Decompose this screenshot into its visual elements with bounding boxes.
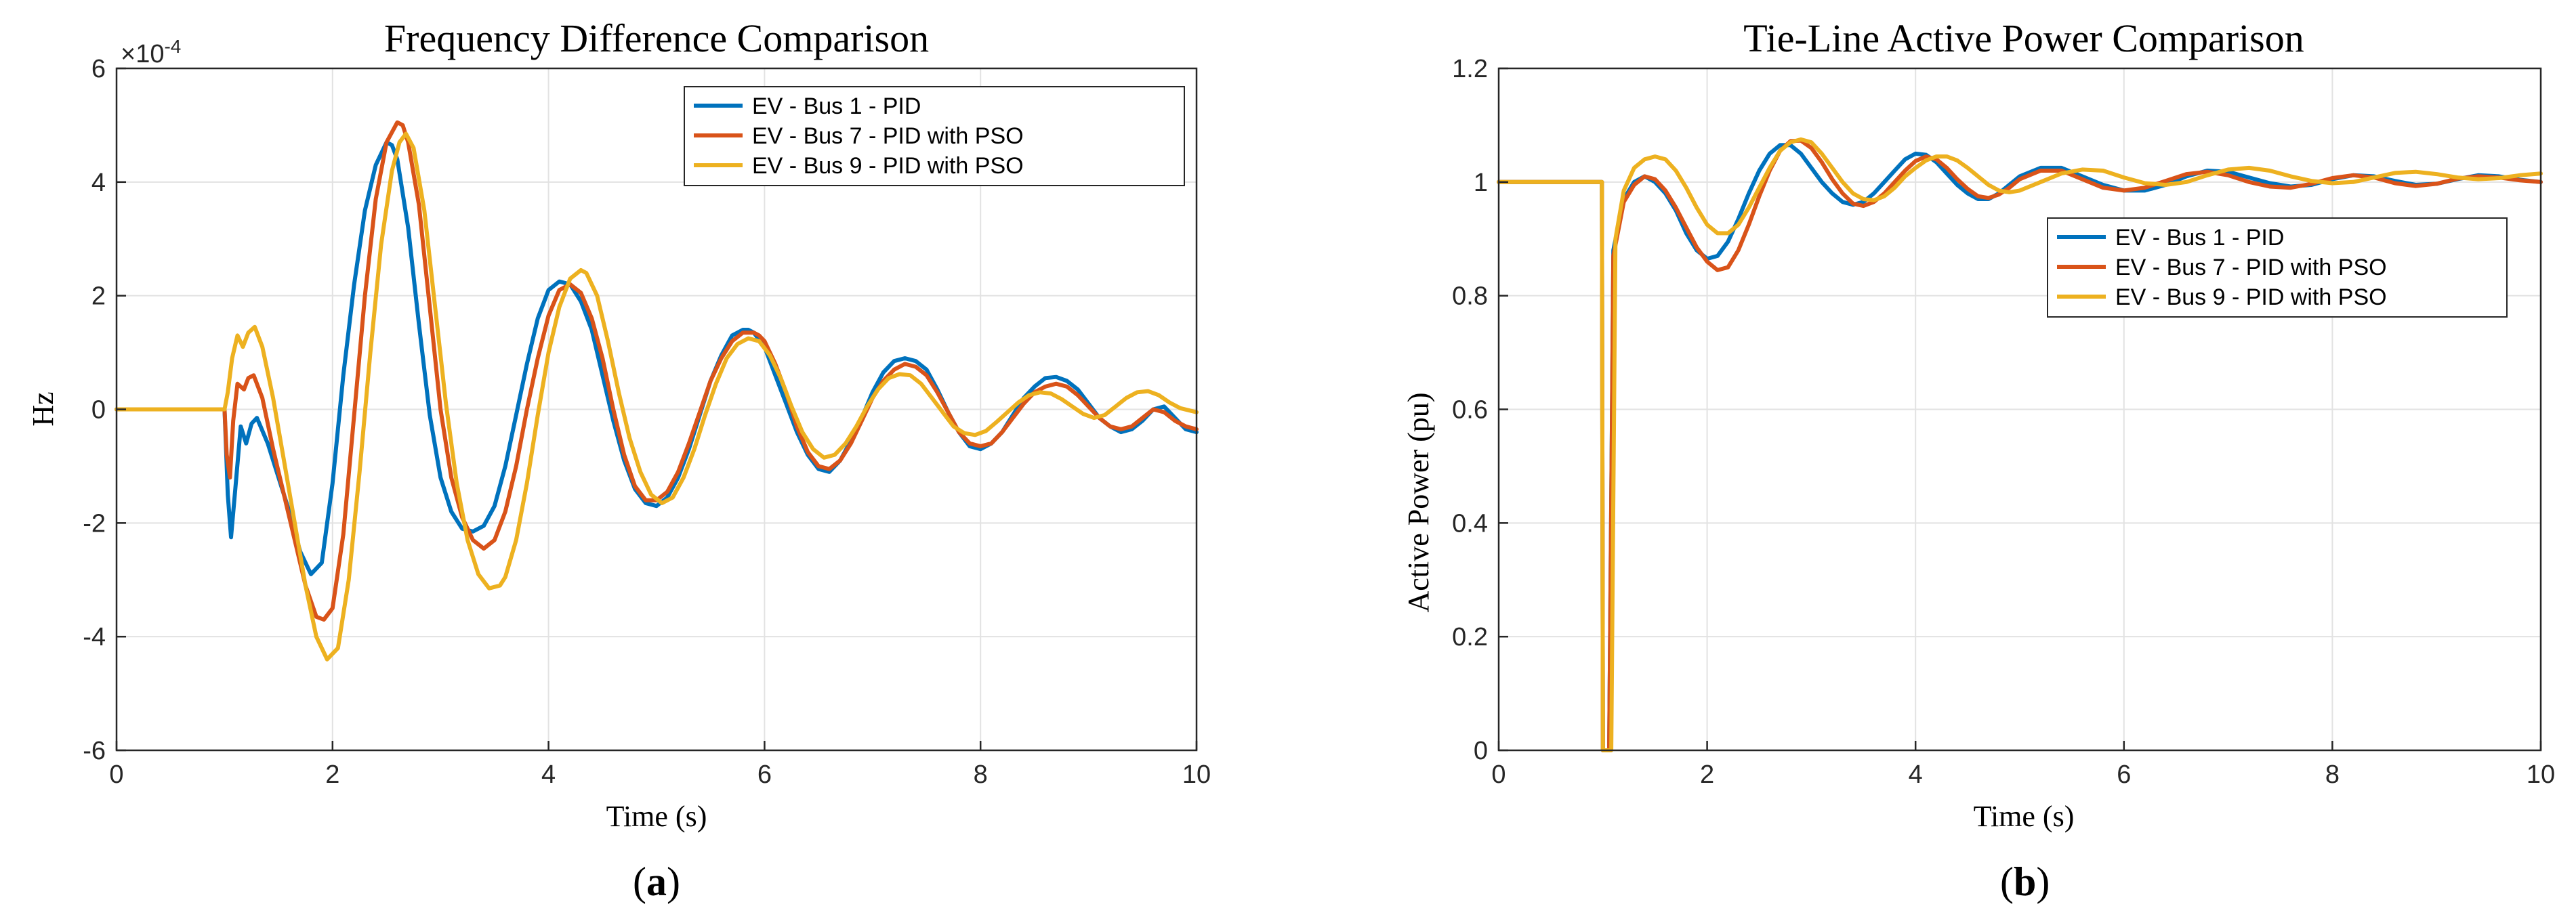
chart-panel-b: Tie-Line Active Power Comparison Time (s…	[1402, 16, 2555, 904]
legend: EV - Bus 1 - PID EV - Bus 7 - PID with PS…	[684, 86, 1185, 186]
series-line-3	[1497, 137, 2543, 752]
series-line-2	[115, 120, 1199, 622]
tick-labels: 0 2 4 6 8 10 0 0.2 0.4 0.6 0.8 1 1.2	[1452, 55, 2555, 789]
y-tick-label: 0.4	[1452, 509, 1488, 538]
y-tick-label: 1.2	[1452, 55, 1488, 83]
x-tick-label: 10	[2527, 760, 2555, 789]
x-tick-label: 10	[1182, 760, 1211, 789]
y-tick-label: 1	[1474, 169, 1488, 197]
chart-title: Tie-Line Active Power Comparison	[1743, 16, 2304, 60]
legend-entry: EV - Bus 1 - PID	[752, 93, 921, 119]
x-tick-label: 4	[1909, 760, 1923, 789]
x-tick-label: 8	[974, 760, 988, 789]
panel-label: (a)	[633, 859, 680, 904]
legend-entry: EV - Bus 9 - PID with PSO	[2115, 284, 2387, 310]
x-tick-label: 2	[325, 760, 339, 789]
y-axis-label: Active Power (pu)	[1402, 392, 1435, 612]
legend: EV - Bus 1 - PID EV - Bus 7 - PID with PS…	[2047, 217, 2508, 318]
series-line-2	[1497, 138, 2543, 752]
x-tick-label: 0	[109, 760, 123, 789]
y-tick-label: 4	[91, 169, 106, 197]
series-group	[115, 120, 1199, 662]
y-tick-label: 6	[91, 55, 106, 83]
x-tick-label: 2	[1700, 760, 1714, 789]
panel-label: (b)	[2000, 859, 2050, 904]
y-tick-label: 0	[1474, 737, 1488, 765]
series-line-3	[115, 131, 1199, 662]
y-tick-label: -2	[83, 509, 106, 538]
x-tick-label: 6	[757, 760, 772, 789]
series-group	[1497, 137, 2543, 752]
y-tick-label: 2	[91, 282, 106, 311]
x-axis-label: Time (s)	[606, 800, 707, 833]
legend-entry: EV - Bus 7 - PID with PSO	[752, 123, 1024, 149]
legend-entry: EV - Bus 1 - PID	[2115, 225, 2284, 251]
legend-box	[2047, 217, 2508, 318]
tick-labels: 0 2 4 6 8 10 -6 -4 -2 0 2 4 6	[83, 55, 1211, 789]
legend-entry: EV - Bus 7 - PID with PSO	[2115, 255, 2387, 280]
x-tick-label: 6	[2117, 760, 2131, 789]
x-tick-label: 0	[1491, 760, 1505, 789]
y-tick-label: -6	[83, 737, 106, 765]
legend-entry: EV - Bus 9 - PID with PSO	[752, 153, 1024, 179]
y-tick-label: -4	[83, 623, 106, 651]
x-tick-label: 4	[541, 760, 556, 789]
y-tick-label: 0.6	[1452, 396, 1488, 425]
chart-panel-a: Frequency Difference Comparison Time (s)…	[26, 16, 1211, 904]
y-axis-multiplier: ×10-4	[121, 36, 181, 68]
y-tick-label: 0.8	[1452, 282, 1488, 311]
y-tick-label: 0	[91, 396, 106, 425]
y-tick-label: 0.2	[1452, 623, 1488, 651]
chart-title: Frequency Difference Comparison	[384, 16, 929, 60]
y-axis-label: Hz	[26, 391, 60, 426]
legend-box	[684, 86, 1185, 186]
x-axis-label: Time (s)	[1974, 800, 2075, 833]
x-tick-label: 8	[2325, 760, 2340, 789]
